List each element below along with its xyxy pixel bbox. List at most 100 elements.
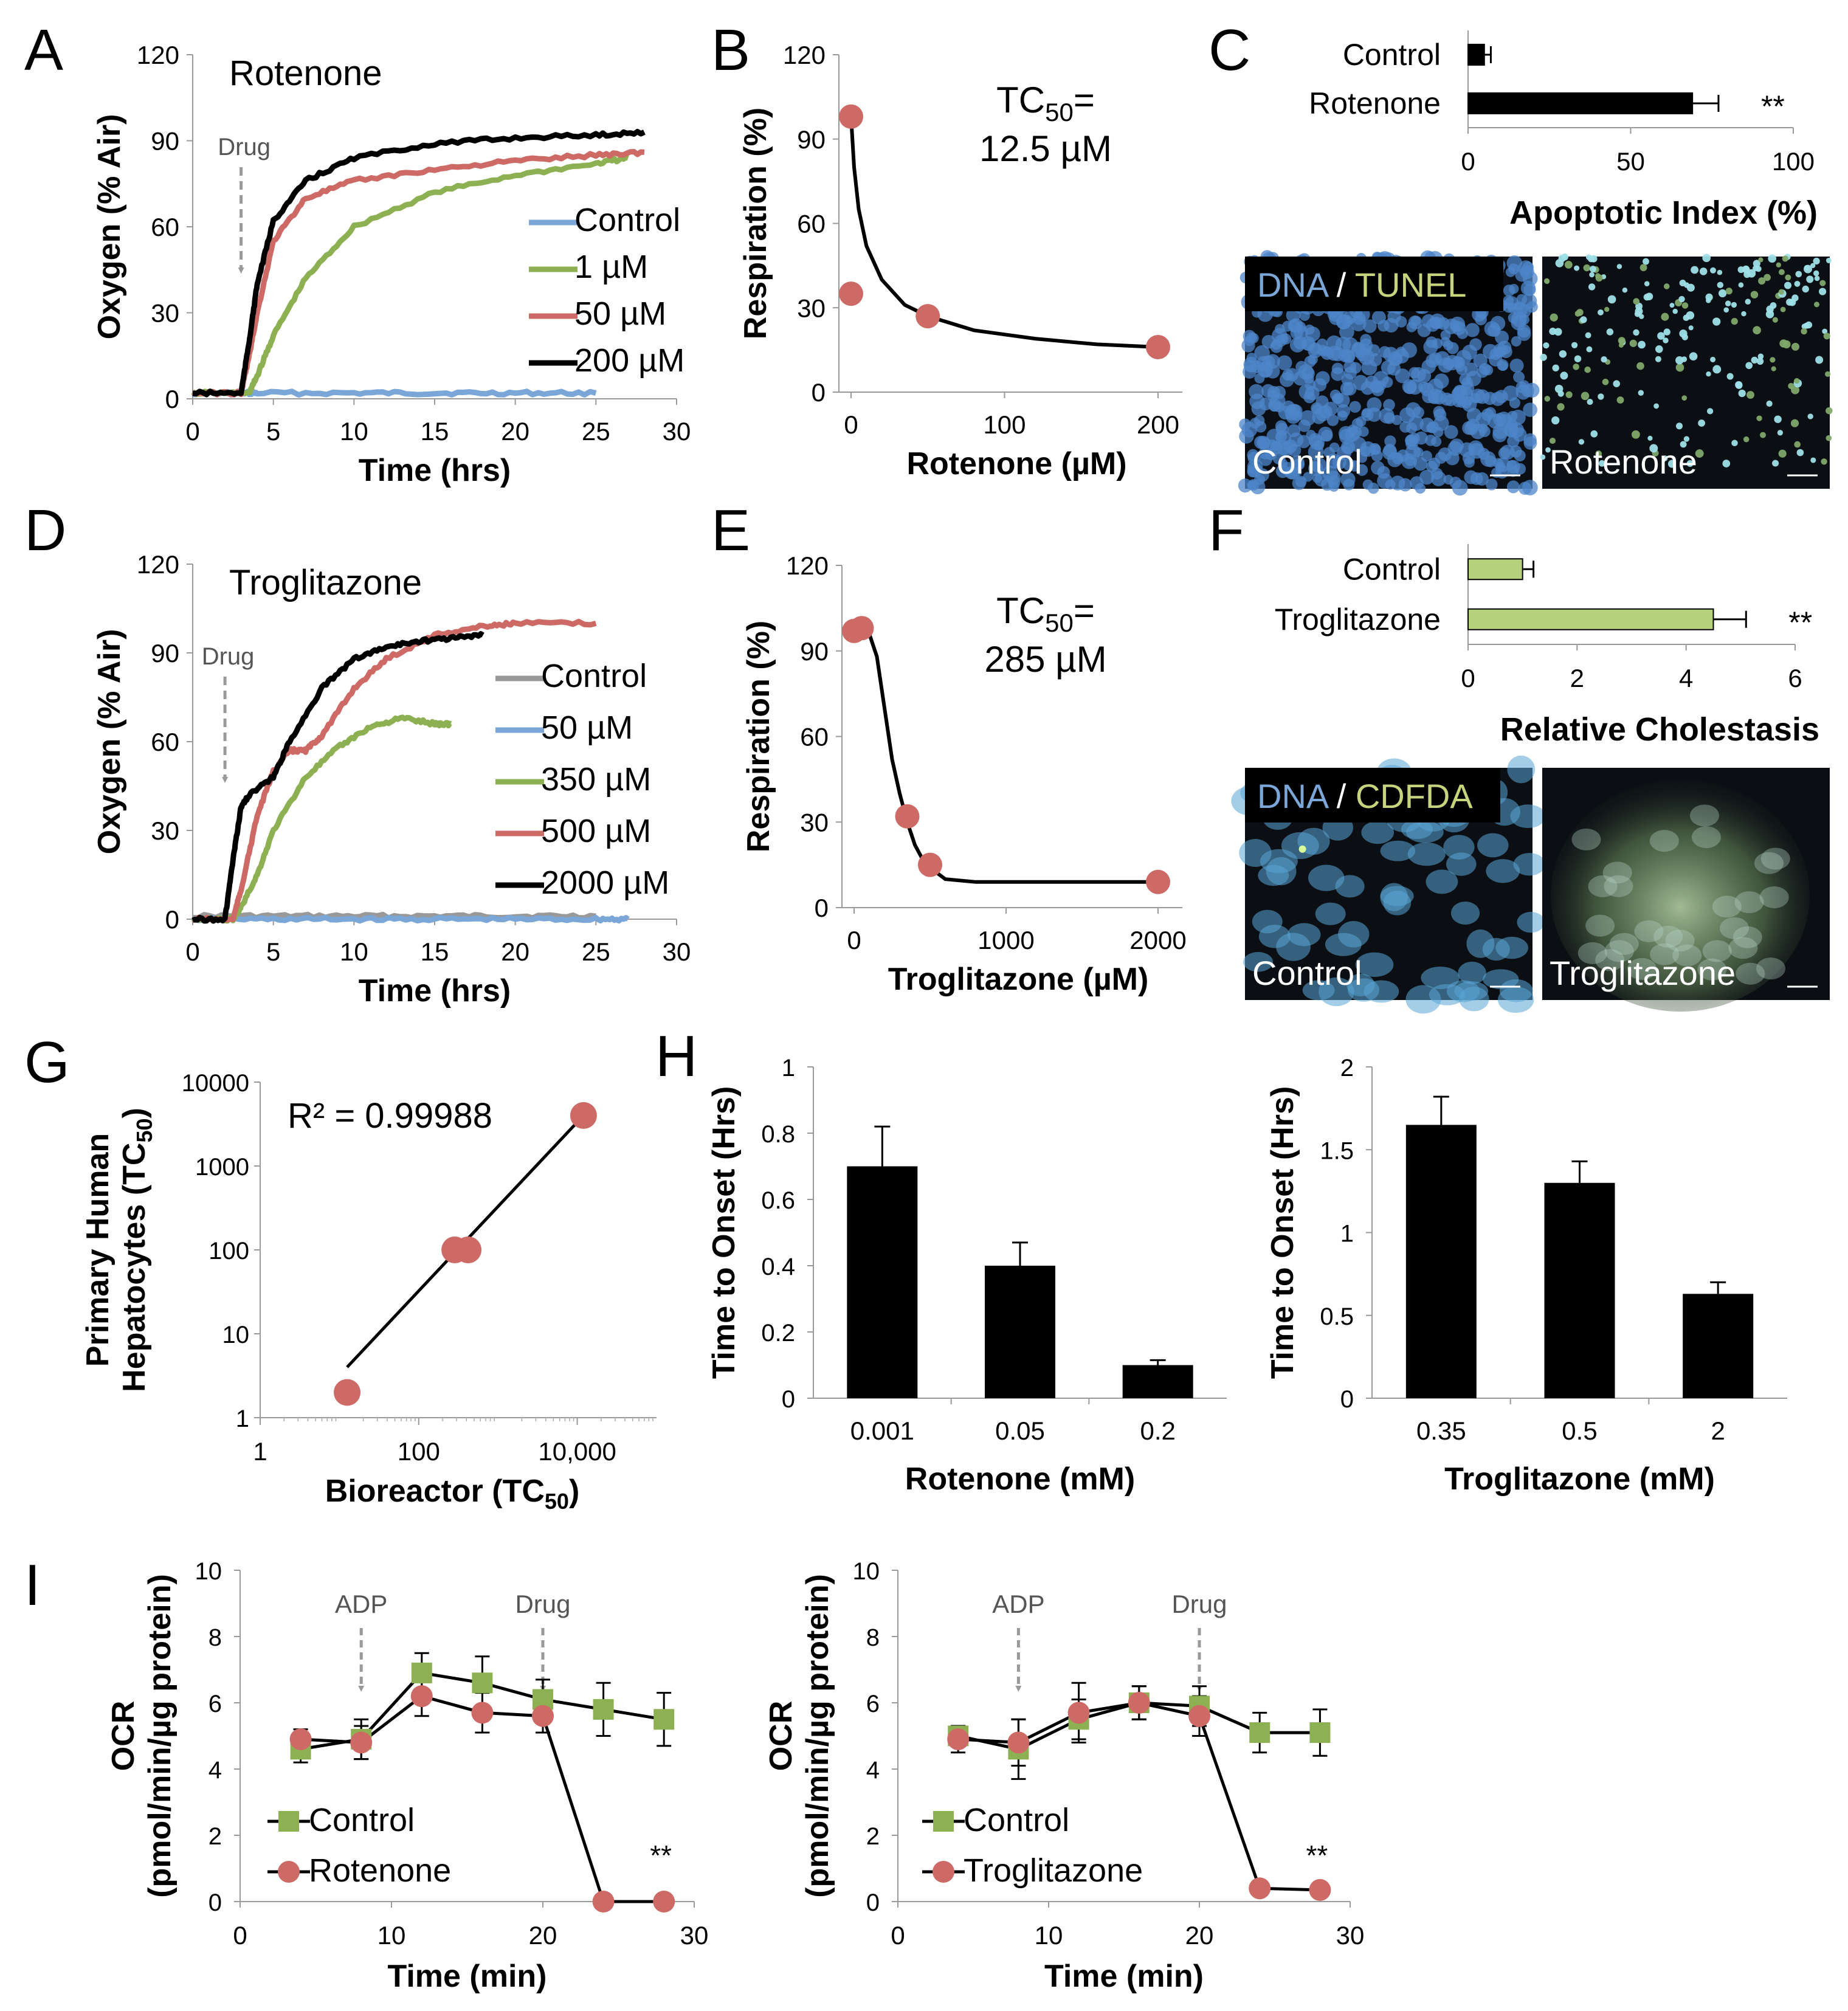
cell-nucleus: [1578, 439, 1585, 445]
cell-nucleus: [1706, 298, 1711, 303]
panel-e-respiration-troglitazone: 0 30 60 90 120 0 1000 2000 Troglitazone (µM) Resp…: [741, 551, 1187, 997]
cell-nucleus: [1732, 926, 1762, 948]
cell-nucleus: [1645, 292, 1653, 300]
cell-nucleus: [1636, 362, 1644, 370]
cell-nucleus: [1554, 384, 1564, 393]
cell-nucleus: [1585, 332, 1591, 339]
cell-nucleus: [1803, 322, 1810, 329]
y-tick-label: 0: [815, 894, 829, 922]
series-line: [191, 714, 453, 924]
cell-nucleus: [1574, 355, 1582, 362]
y-axis-title-line1: OCR: [106, 1701, 141, 1771]
cell-nucleus: [1510, 804, 1546, 829]
cell-nucleus: [1465, 323, 1480, 337]
cell-nucleus: [1807, 413, 1813, 419]
cell-nucleus: [1342, 337, 1359, 353]
cell-nucleus: [1587, 255, 1595, 263]
cell-nucleus: [1581, 392, 1590, 401]
cell-nucleus: [1758, 277, 1766, 285]
cell-nucleus: [1284, 466, 1298, 480]
cell-nucleus: [1631, 430, 1640, 439]
cell-nucleus: [1756, 357, 1764, 365]
data-point: [849, 616, 874, 641]
cell-nucleus: [1655, 356, 1661, 362]
cell-nucleus: [1483, 343, 1498, 359]
y-tick-label: 10: [195, 1558, 222, 1585]
cell-nucleus: [1823, 333, 1830, 340]
cell-nucleus: [1795, 271, 1802, 278]
legend-label: 200 µM: [574, 342, 684, 379]
panel-letter-e: E: [711, 498, 750, 563]
cell-nucleus: [1426, 422, 1437, 433]
cell-nucleus: [1665, 930, 1695, 952]
cell-nucleus: [1402, 379, 1417, 395]
data-marker: [532, 1705, 554, 1727]
drug-annotation: Drug: [202, 643, 255, 670]
cell-nucleus: [1293, 336, 1307, 350]
bar: [1467, 558, 1523, 581]
y-tick-label: 0: [165, 905, 179, 934]
cell-nucleus: [1405, 435, 1417, 447]
cell-nucleus: [1466, 929, 1495, 958]
x-tick-label: 30: [663, 417, 691, 446]
cell-nucleus: [1364, 980, 1399, 1003]
cell-nucleus: [1383, 443, 1397, 457]
legend-label: 50 µM: [541, 709, 633, 746]
cell-nucleus: [1503, 422, 1519, 438]
cell-nucleus: [1698, 419, 1705, 427]
y-tick-label: 1: [1340, 1221, 1354, 1247]
x-axis-title: Time (hrs): [359, 973, 511, 1009]
cell-nucleus: [1410, 316, 1421, 326]
cell-nucleus: [1663, 328, 1670, 336]
cell-nucleus: [1526, 301, 1538, 313]
x-tick-label: 0: [1461, 147, 1475, 176]
cell-nucleus: [1311, 402, 1323, 415]
y-tick-label: 0: [812, 378, 826, 407]
cell-nucleus: [1358, 426, 1369, 437]
cell-nucleus: [1688, 325, 1694, 331]
cell-nucleus: [1549, 327, 1557, 336]
bar: [1544, 1182, 1615, 1398]
cell-nucleus: [1710, 356, 1716, 362]
cell-nucleus: [1595, 273, 1601, 278]
cell-nucleus: [1806, 275, 1814, 283]
y-tick-label: 60: [797, 210, 826, 238]
cell-nucleus: [1298, 384, 1315, 400]
legend-label: 350 µM: [541, 761, 651, 798]
cell-nucleus: [1460, 381, 1475, 396]
x-tick-label: 10: [1035, 1921, 1063, 1950]
x-tick-label: 0.001: [850, 1416, 914, 1445]
stain-legend-box: [1245, 257, 1503, 311]
cell-nucleus: [1772, 460, 1779, 467]
x-axis-title: Time (min): [1044, 1959, 1204, 1994]
y-axis-title: Respiration (%): [738, 108, 773, 339]
tc50-value: 285 µM: [984, 639, 1106, 680]
cell-nucleus: [1722, 460, 1731, 467]
cell-nucleus: [1672, 308, 1678, 314]
cell-nucleus: [1367, 344, 1380, 357]
cell-nucleus: [1305, 326, 1320, 342]
legend-label: 500 µM: [541, 813, 651, 849]
y-tick-label: 10000: [182, 1070, 249, 1097]
cell-nucleus: [1251, 401, 1266, 416]
cell-nucleus: [1350, 316, 1367, 332]
x-tick-label: 20: [501, 937, 529, 966]
cell-nucleus: [1250, 360, 1264, 373]
y-tick-label: 6: [866, 1691, 880, 1717]
cell-nucleus: [1390, 475, 1405, 491]
cdfda-spot: [1298, 845, 1306, 853]
y-tick-label: 120: [137, 41, 179, 69]
cell-nucleus: [1667, 460, 1677, 468]
y-tick-label: 90: [151, 127, 179, 156]
cell-nucleus: [1311, 457, 1327, 474]
micrograph-label: Control: [1252, 443, 1362, 481]
cell-nucleus: [1283, 439, 1298, 454]
x-tick-label: 5: [266, 417, 280, 446]
cell-nucleus: [1511, 336, 1522, 347]
cell-nucleus: [1249, 384, 1264, 399]
cell-nucleus: [1758, 257, 1764, 263]
cell-nucleus: [1770, 357, 1776, 363]
cell-nucleus: [1681, 395, 1688, 401]
data-point: [455, 1237, 482, 1263]
